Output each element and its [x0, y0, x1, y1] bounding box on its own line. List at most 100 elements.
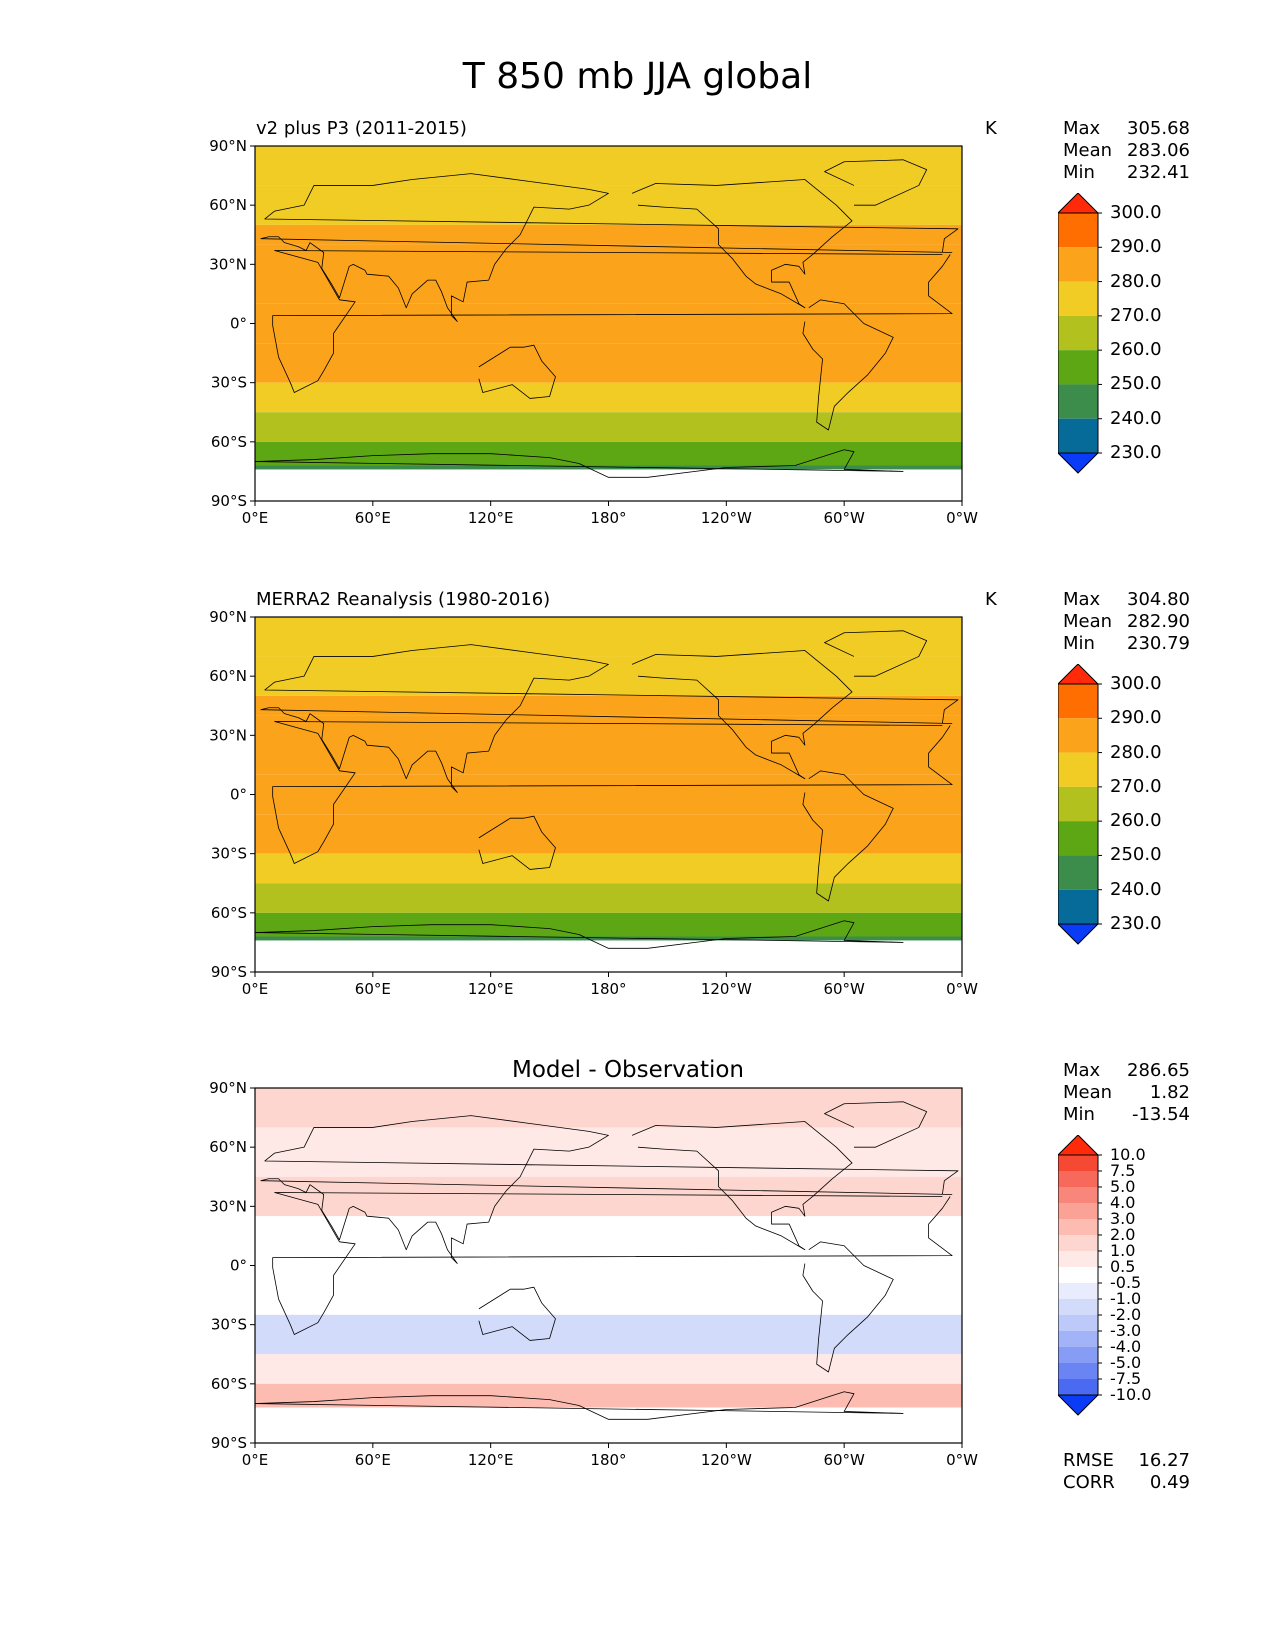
- field-layer: [255, 146, 962, 501]
- colorbar-label: 10.0: [1110, 1145, 1146, 1164]
- x-tick-label: 60°W: [823, 1451, 865, 1469]
- colorbar-segment: [1058, 1251, 1098, 1267]
- stat-mean-label: Mean: [1063, 140, 1113, 161]
- colorbar-segment: [1058, 1315, 1098, 1331]
- colorbar-segment: [1058, 350, 1098, 385]
- colorbar-label: -4.0: [1110, 1337, 1142, 1356]
- y-tick-label: 90°S: [211, 1434, 247, 1452]
- field-band: [255, 1314, 962, 1355]
- field-layer: [255, 617, 962, 972]
- stat-max-value: 304.80: [1127, 589, 1190, 610]
- x-tick-label: 60°E: [355, 980, 391, 998]
- y-tick-label: 60°S: [211, 433, 247, 451]
- coastlines: [254, 1101, 959, 1420]
- colorbar-segment: [1058, 281, 1098, 316]
- stat-max-label: Max: [1063, 118, 1101, 139]
- coastline: [254, 449, 904, 478]
- x-tick-label: 60°E: [355, 509, 391, 527]
- colorbar-extend-min: [1058, 923, 1100, 945]
- coastline: [631, 1121, 853, 1251]
- rmse-label: RMSE: [1063, 1450, 1114, 1471]
- colorbar-segment: [1058, 1283, 1098, 1299]
- stat-min-value: -13.54: [1131, 1104, 1190, 1125]
- stat-min-value: 230.79: [1127, 633, 1190, 654]
- colorbar-extend-min: [1058, 1394, 1100, 1416]
- colorbar-segment: [1058, 1203, 1098, 1219]
- field-band: [255, 146, 962, 186]
- field-band: [255, 715, 962, 775]
- colorbar-label: 4.0: [1110, 1193, 1136, 1212]
- stat-max-label: Max: [1063, 589, 1101, 610]
- colorbar-label: 250.0: [1110, 844, 1162, 866]
- coastline: [824, 630, 928, 677]
- stat-min-value: 232.41: [1127, 162, 1190, 183]
- coastline: [272, 1192, 953, 1335]
- coastline: [802, 770, 894, 902]
- coastline: [631, 179, 853, 309]
- field-band: [255, 382, 962, 413]
- x-tick-label: 120°W: [701, 1451, 752, 1469]
- colorbar-label: 250.0: [1110, 373, 1162, 395]
- colorbar-segment: [1058, 247, 1098, 282]
- colorbar-label: -3.0: [1110, 1321, 1142, 1340]
- colorbar-label: -0.5: [1110, 1273, 1142, 1292]
- coastline: [272, 250, 953, 393]
- y-tick-label: 60°S: [211, 1375, 247, 1393]
- colorbar-segment: [1058, 1267, 1098, 1283]
- y-tick-label: 60°S: [211, 904, 247, 922]
- colorbar-segment: [1058, 1299, 1098, 1315]
- field-band: [255, 774, 962, 815]
- y-tick-label: 30°N: [209, 1197, 247, 1215]
- colorbar: [1058, 1135, 1102, 1416]
- coastline: [478, 1286, 556, 1341]
- figure-title: T 850 mb JJA global: [462, 56, 813, 97]
- colorbar-label: -2.0: [1110, 1305, 1142, 1324]
- field-band: [255, 912, 962, 937]
- coastline: [478, 815, 556, 870]
- stat-min-label: Min: [1063, 1104, 1095, 1125]
- stats-block: Max 304.80 Mean 282.90 Min 230.79: [1063, 589, 1190, 655]
- field-band: [255, 1354, 962, 1384]
- y-tick-label: 30°S: [211, 374, 247, 392]
- missing-data-region: [255, 1411, 962, 1443]
- field-band: [255, 1383, 962, 1408]
- colorbar-label: 270.0: [1110, 304, 1162, 326]
- colorbar-segment: [1058, 752, 1098, 787]
- y-tick-label: 60°N: [209, 196, 247, 214]
- colorbar-segment: [1058, 718, 1098, 753]
- colorbar-frame: [1058, 1154, 1099, 1396]
- panel-1: v2 plus P3 (2011-2015) K Max 305.68 Mean 2…: [0, 118, 1275, 583]
- stat-max-label: Max: [1063, 1060, 1101, 1081]
- y-tick-label: 90°N: [209, 137, 247, 155]
- units-label: K: [985, 589, 997, 610]
- x-tick-label: 60°E: [355, 1451, 391, 1469]
- colorbar-extend-max: [1058, 193, 1100, 214]
- y-tick-label: 60°N: [209, 1138, 247, 1156]
- colorbar-label: -10.0: [1110, 1385, 1152, 1404]
- x-tick-label: 180°: [590, 509, 626, 527]
- colorbar-frame: [1058, 212, 1099, 454]
- x-tick-label: 180°: [590, 1451, 626, 1469]
- y-tick-label: 0°: [230, 786, 247, 804]
- panel-title: Model - Observation: [511, 1057, 745, 1083]
- colorbar-label: 1.0: [1110, 1241, 1136, 1260]
- y-tick-label: 90°N: [209, 608, 247, 626]
- y-tick-label: 30°S: [211, 1316, 247, 1334]
- panel-title: v2 plus P3 (2011-2015): [256, 118, 467, 139]
- colorbar-label: -7.5: [1110, 1369, 1142, 1388]
- colorbar-label: 270.0: [1110, 775, 1162, 797]
- map-plot: 90°N 60°N 30°N 0° 30°S 60°S 90°S0°E 60°E 120°E 18…: [209, 137, 978, 527]
- coastline: [260, 1115, 959, 1264]
- missing-data-region: [255, 940, 962, 972]
- colorbar: [1058, 193, 1102, 474]
- colorbar-label: 3.0: [1110, 1209, 1136, 1228]
- colorbar-segment: [1058, 1347, 1098, 1363]
- colorbar-segment: [1058, 1171, 1098, 1187]
- stat-min-label: Min: [1063, 633, 1095, 654]
- coastline: [260, 644, 959, 793]
- field-band: [255, 244, 962, 304]
- colorbar-label: 0.5: [1110, 1257, 1136, 1276]
- metrics-block: RMSE 16.27 CORR 0.49: [1063, 1450, 1190, 1494]
- colorbar-label: 280.0: [1110, 741, 1162, 763]
- x-tick-label: 0°E: [242, 1451, 269, 1469]
